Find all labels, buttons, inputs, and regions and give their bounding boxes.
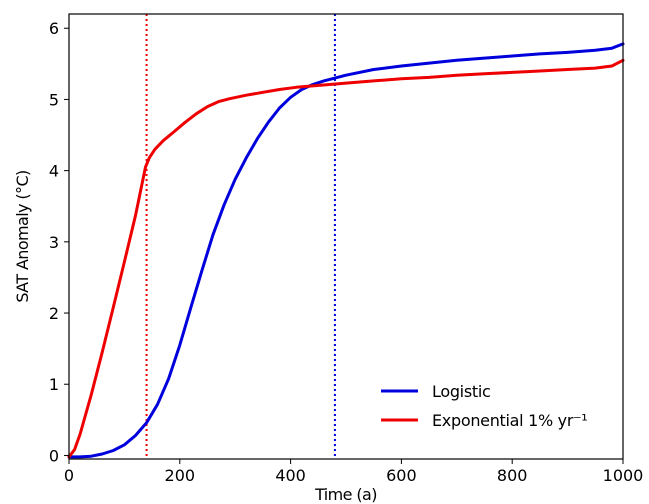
x-tick-label: 800 [497, 466, 528, 485]
legend: Logistic Exponential 1% yr⁻¹ [381, 382, 588, 430]
x-tick-label: 600 [386, 466, 417, 485]
y-tick-label: 1 [49, 375, 59, 394]
x-axis-label: Time (a) [314, 485, 377, 504]
x-tick-label: 200 [165, 466, 196, 485]
x-tick-label: 0 [64, 466, 74, 485]
y-tick-label: 5 [49, 90, 59, 109]
legend-label-exponential: Exponential 1% yr⁻¹ [432, 411, 587, 430]
series-line-0 [67, 42, 625, 459]
x-tick-label: 1000 [603, 466, 644, 485]
y-tick-label: 4 [49, 162, 59, 181]
axis-ticks: 0 200 400 600 800 1000 0 1 2 3 4 5 6 [49, 19, 644, 485]
y-tick-label: 6 [49, 19, 59, 38]
y-tick-label: 2 [49, 304, 59, 323]
series-line-1 [67, 58, 625, 459]
x-tick-label: 400 [275, 466, 306, 485]
plot-area [67, 14, 625, 459]
y-tick-label: 0 [49, 446, 59, 465]
legend-label-logistic: Logistic [432, 382, 490, 401]
y-tick-label: 3 [49, 233, 59, 252]
axes-frame [68, 13, 624, 460]
y-axis-label: SAT Anomaly (°C) [13, 170, 32, 302]
